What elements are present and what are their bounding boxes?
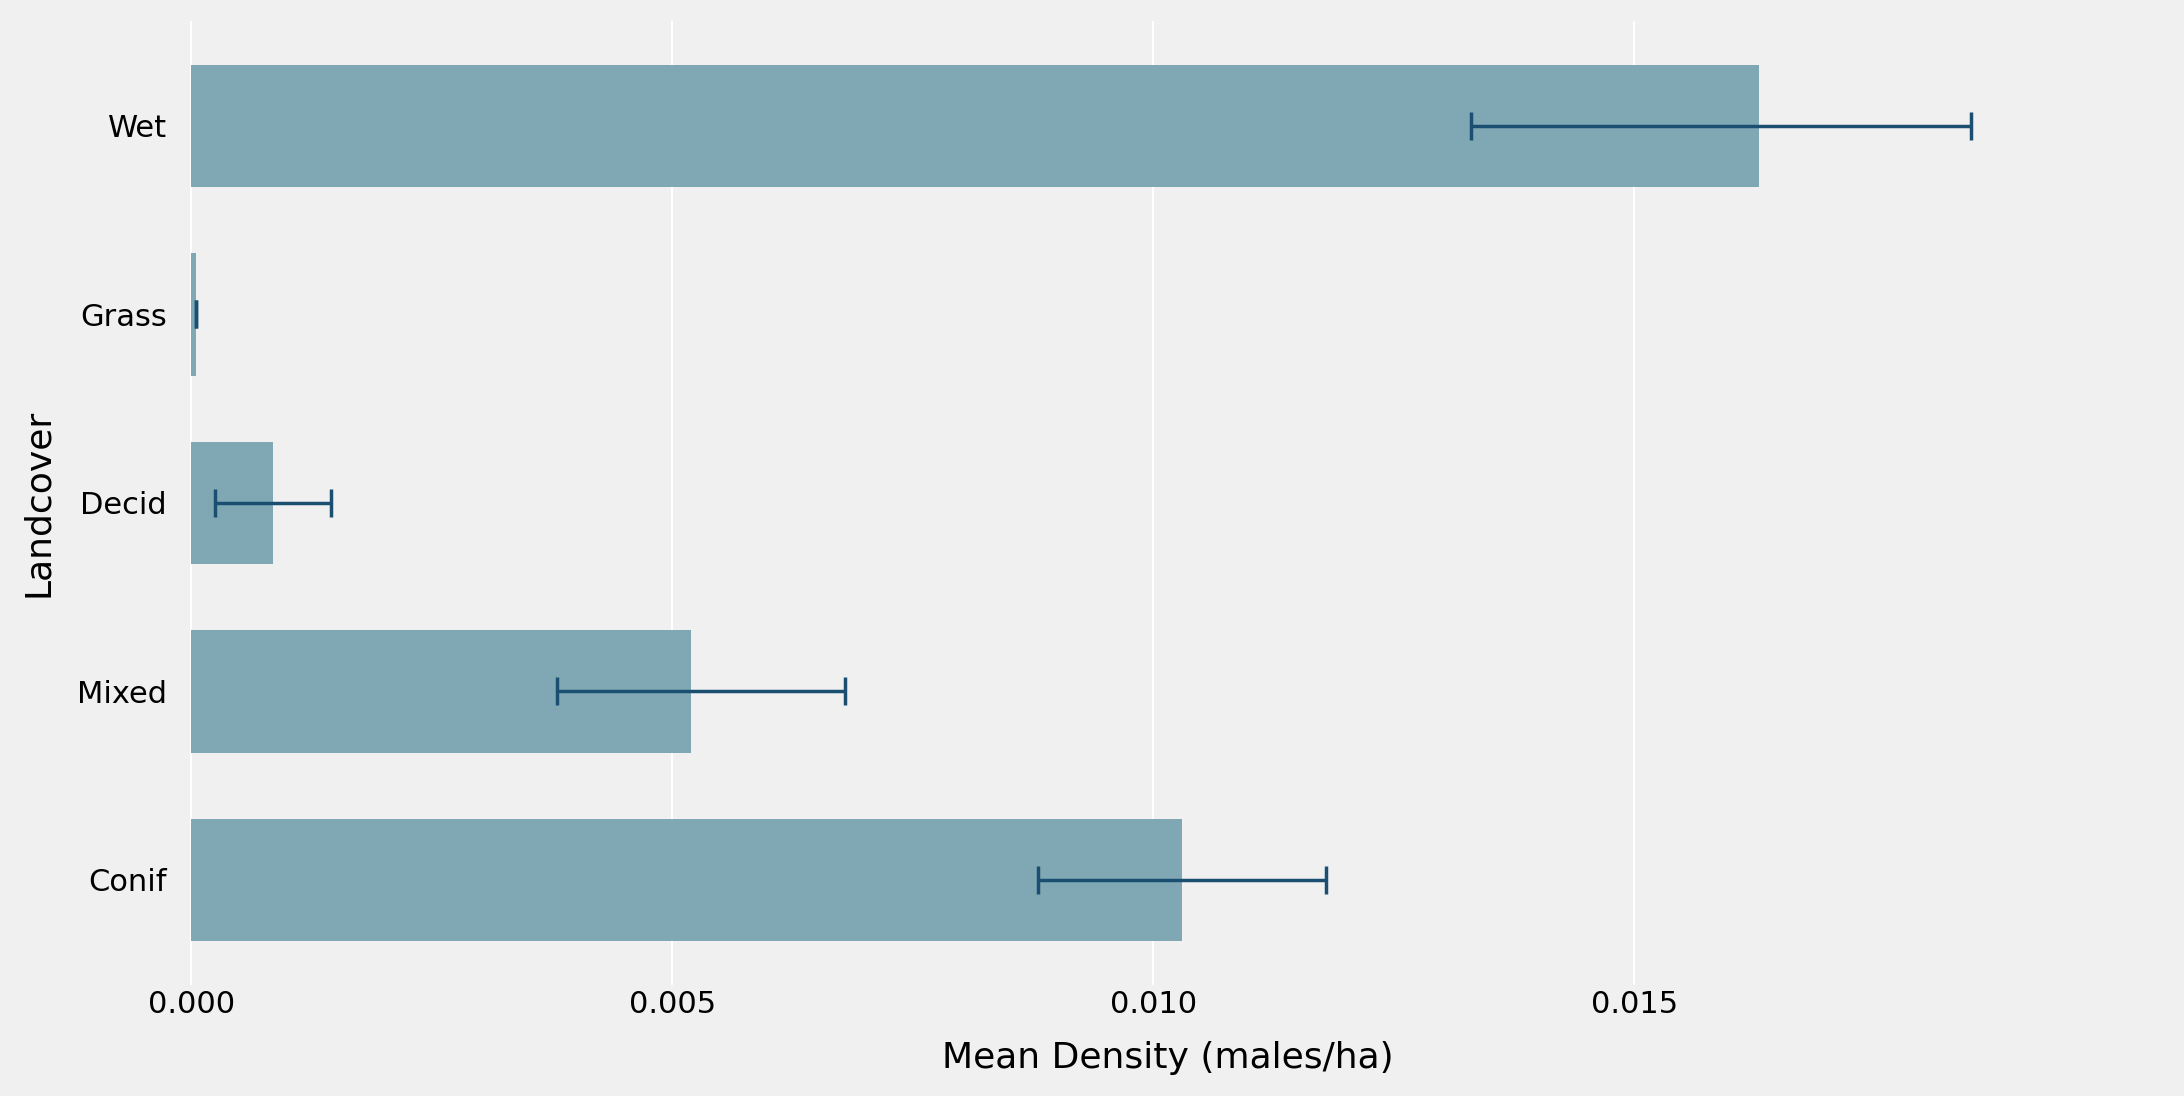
Bar [192,630,692,753]
Bar [192,819,1182,941]
Bar [192,442,273,564]
Bar [192,65,1758,187]
X-axis label: Mean Density (males/ha): Mean Density (males/ha) [941,1041,1393,1075]
Bar [192,253,197,376]
Y-axis label: Landcover: Landcover [22,409,55,597]
